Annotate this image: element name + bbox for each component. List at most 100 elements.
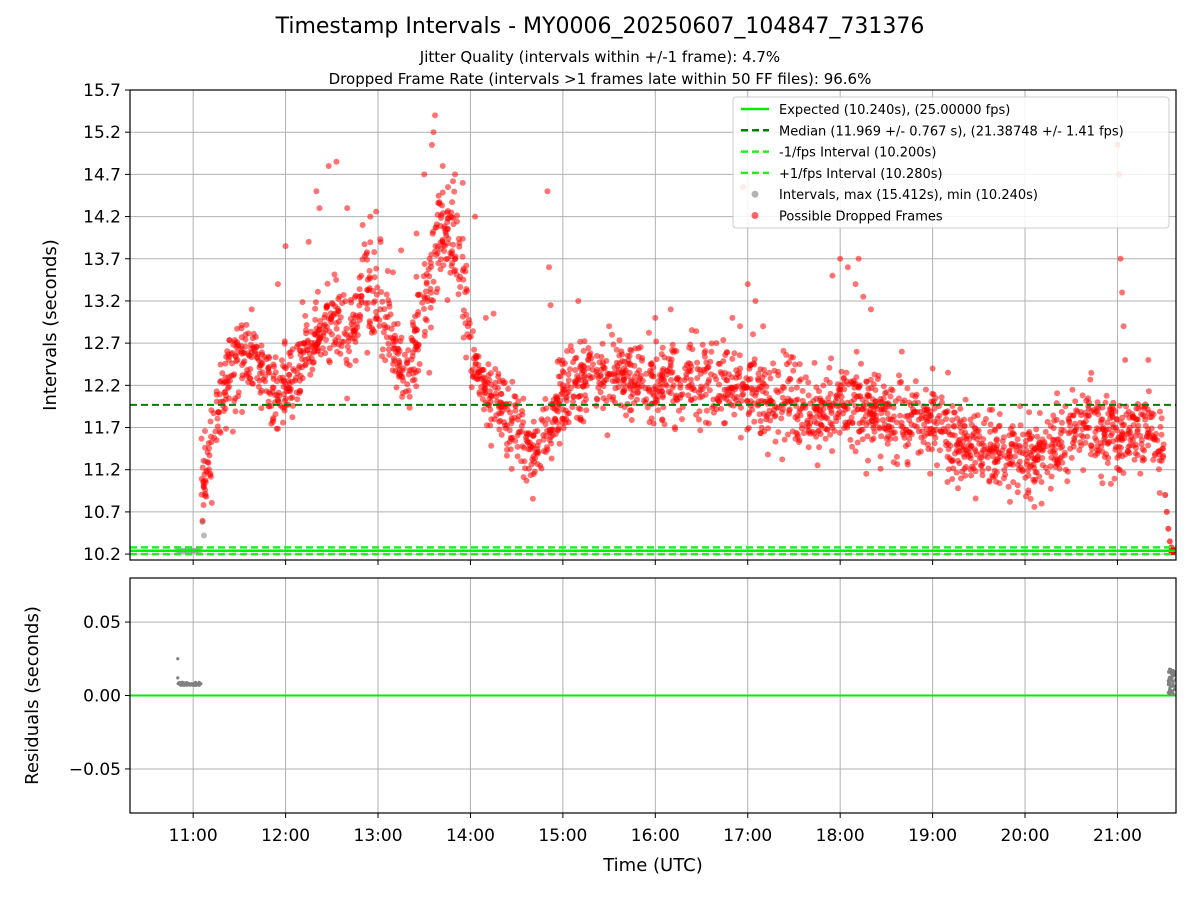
dropped-frame-point <box>438 256 444 263</box>
dropped-frame-point <box>835 386 842 393</box>
dropped-frame-point <box>639 377 646 384</box>
dropped-frame-point <box>1157 408 1163 415</box>
dropped-frame-point <box>634 390 641 396</box>
dropped-frame-point <box>443 256 450 263</box>
dropped-frame-point <box>1023 493 1029 500</box>
dropped-frame-point <box>734 393 740 400</box>
dropped-frame-point <box>987 428 994 435</box>
residual-point <box>176 657 180 661</box>
dropped-frame-point <box>280 377 287 384</box>
residual-point <box>1169 667 1173 672</box>
dropped-frame-point <box>348 321 355 327</box>
dropped-frame-point <box>300 340 307 347</box>
dropped-frame-point <box>644 404 651 411</box>
dropped-frame-point <box>1008 440 1015 447</box>
dropped-frame-point <box>412 313 419 320</box>
dropped-frame-point <box>799 387 806 394</box>
dropped-frame-point <box>594 352 600 359</box>
dropped-frame-point <box>217 378 224 385</box>
dropped-frame-point <box>340 292 347 298</box>
dropped-frame-point <box>514 443 521 450</box>
dropped-frame-point <box>826 364 833 371</box>
dropped-frame-point <box>840 410 846 417</box>
dropped-frame-point <box>898 348 905 355</box>
dropped-frame-point <box>281 364 288 371</box>
dropped-frame-point <box>207 473 214 480</box>
dropped-frame-point <box>804 417 811 424</box>
dropped-frame-point <box>1047 485 1054 492</box>
dropped-frame-point <box>635 353 642 360</box>
dropped-frame-point <box>1065 430 1072 437</box>
dropped-frame-point <box>623 412 629 419</box>
dropped-frame-point <box>323 336 329 343</box>
dropped-frame-point <box>628 407 635 414</box>
dropped-frame-point <box>366 285 373 292</box>
dropped-frame-point <box>870 422 877 429</box>
dropped-frame-point <box>679 416 685 423</box>
dropped-frame-point <box>367 275 373 282</box>
dropped-frame-point <box>893 453 900 460</box>
dropped-frame-point <box>770 360 777 367</box>
dropped-frame-point <box>820 382 827 389</box>
dropped-frame-point <box>450 178 456 185</box>
dropped-frame-point <box>364 256 370 263</box>
dropped-frame-point <box>492 366 499 372</box>
dropped-frame-point <box>1044 469 1051 476</box>
dropped-frame-point <box>567 385 574 392</box>
legend-marker-swatch <box>751 212 759 219</box>
dropped-frame-point <box>733 367 740 374</box>
dropped-frame-point <box>459 313 466 320</box>
dropped-frame-point <box>473 354 479 361</box>
chart-subtitle-dropped: Dropped Frame Rate (intervals >1 frames … <box>328 70 872 88</box>
dropped-frame-point <box>896 395 902 402</box>
dropped-frame-point <box>1088 451 1094 458</box>
dropped-frame-point <box>503 452 510 459</box>
dropped-frame-point <box>1047 463 1054 470</box>
dropped-frame-point <box>563 397 570 404</box>
dropped-frame-point <box>485 372 492 379</box>
dropped-frame-point <box>548 440 555 447</box>
dropped-frame-point <box>847 436 854 443</box>
dropped-frame-point <box>339 300 346 307</box>
dropped-frame-point <box>701 349 708 356</box>
dropped-frame-point <box>1001 467 1008 473</box>
dropped-frame-point <box>657 381 664 388</box>
dropped-frame-point <box>646 419 653 426</box>
dropped-frame-point <box>199 517 206 524</box>
dropped-frame-point <box>785 431 791 438</box>
dropped-frame-point <box>328 315 334 322</box>
dropped-frame-point <box>794 416 801 423</box>
dropped-frame-point <box>544 416 551 423</box>
dropped-frame-point <box>586 372 593 379</box>
dropped-frame-point <box>405 371 412 378</box>
dropped-frame-point <box>1139 457 1146 464</box>
dropped-frame-point <box>1079 392 1086 399</box>
dropped-frame-point <box>827 402 834 409</box>
dropped-frame-point <box>805 444 812 451</box>
dropped-frame-point <box>936 447 943 454</box>
dropped-frame-point <box>1166 538 1173 545</box>
dropped-frame-point <box>1084 433 1091 440</box>
dropped-frame-point <box>580 418 587 425</box>
dropped-frame-point <box>912 408 919 415</box>
dropped-frame-point <box>836 402 843 409</box>
dropped-frame-point <box>850 377 857 384</box>
dropped-frame-point <box>996 480 1003 487</box>
dropped-frame-point <box>944 453 951 460</box>
dropped-frame-point <box>421 305 427 312</box>
dropped-frame-point <box>901 434 908 441</box>
dropped-frame-point <box>1009 431 1016 438</box>
dropped-frame-point <box>428 297 435 304</box>
dropped-frame-point <box>980 442 987 449</box>
dropped-frame-point <box>539 417 546 424</box>
dropped-frame-point <box>270 373 277 379</box>
dropped-frame-point <box>925 441 931 448</box>
dropped-frame-point <box>487 406 494 413</box>
dropped-frame-point <box>1145 429 1151 436</box>
dropped-frame-point <box>816 444 823 451</box>
x-tick-label: 19:00 <box>908 826 957 846</box>
dropped-frame-point <box>200 484 207 490</box>
x-tick-label: 13:00 <box>354 826 403 846</box>
interval-point <box>200 532 207 539</box>
dropped-frame-point <box>634 396 640 403</box>
